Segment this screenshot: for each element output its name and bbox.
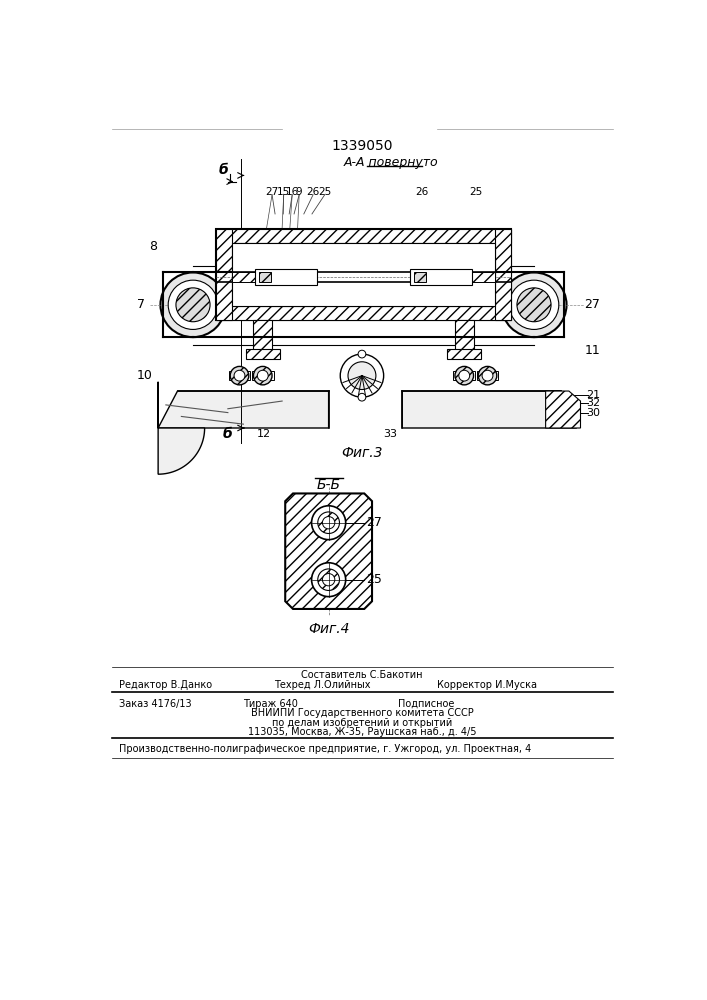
Text: 25: 25 xyxy=(366,573,382,586)
Circle shape xyxy=(340,354,384,397)
Text: Фиг.3: Фиг.3 xyxy=(341,446,382,460)
Polygon shape xyxy=(546,391,580,428)
Text: 27: 27 xyxy=(265,187,279,197)
Circle shape xyxy=(322,574,335,586)
Text: 8: 8 xyxy=(148,240,157,253)
Circle shape xyxy=(358,393,366,401)
Text: 27: 27 xyxy=(366,516,382,529)
Circle shape xyxy=(312,506,346,540)
Text: 25: 25 xyxy=(469,187,482,197)
Text: 1339050: 1339050 xyxy=(331,139,392,153)
Text: Производственно-полиграфическое предприятие, г. Ужгород, ул. Проектная, 4: Производственно-полиграфическое предприя… xyxy=(119,744,532,754)
Circle shape xyxy=(257,370,268,381)
Bar xyxy=(414,272,426,282)
Bar xyxy=(246,349,280,359)
Circle shape xyxy=(517,288,551,322)
Text: Фиг.4: Фиг.4 xyxy=(308,622,349,636)
Bar xyxy=(410,269,472,285)
Bar xyxy=(232,272,255,282)
Text: 11: 11 xyxy=(584,344,600,358)
Bar xyxy=(216,306,510,320)
Circle shape xyxy=(168,280,218,329)
Text: 16: 16 xyxy=(286,187,299,197)
Bar xyxy=(259,272,271,282)
Text: Заказ 4176/13: Заказ 4176/13 xyxy=(119,699,192,709)
Circle shape xyxy=(509,280,559,329)
Circle shape xyxy=(501,272,566,337)
Text: 7: 7 xyxy=(137,298,145,311)
Text: Редактор В.Данко: Редактор В.Данко xyxy=(119,680,213,690)
Circle shape xyxy=(348,362,376,389)
Text: 33: 33 xyxy=(384,429,397,439)
Text: 10: 10 xyxy=(136,369,152,382)
Circle shape xyxy=(317,512,339,533)
Circle shape xyxy=(317,569,339,590)
Text: 27: 27 xyxy=(584,298,600,311)
Bar xyxy=(453,371,475,380)
Text: Подписное: Подписное xyxy=(398,699,455,709)
Text: по делам изобретений и открытий: по делам изобретений и открытий xyxy=(271,718,452,728)
Circle shape xyxy=(160,272,226,337)
Text: б: б xyxy=(223,427,233,441)
Circle shape xyxy=(478,366,497,385)
Polygon shape xyxy=(158,391,329,428)
Bar xyxy=(253,320,272,351)
Bar xyxy=(255,269,317,285)
Text: Техред Л.Олийных: Техред Л.Олийных xyxy=(274,680,371,690)
Circle shape xyxy=(230,366,249,385)
Circle shape xyxy=(459,370,469,381)
Bar xyxy=(455,320,474,351)
Circle shape xyxy=(482,370,493,381)
Bar xyxy=(477,371,498,380)
Text: 25: 25 xyxy=(318,187,332,197)
Bar xyxy=(252,371,274,380)
Text: 12: 12 xyxy=(257,429,271,439)
Text: 30: 30 xyxy=(587,408,601,418)
Text: Тираж 640: Тираж 640 xyxy=(243,699,298,709)
Bar xyxy=(448,349,481,359)
Polygon shape xyxy=(402,391,577,428)
Circle shape xyxy=(312,563,346,597)
Circle shape xyxy=(358,350,366,358)
Bar xyxy=(495,229,510,320)
Bar xyxy=(228,371,250,380)
Circle shape xyxy=(234,370,245,381)
Circle shape xyxy=(176,288,210,322)
Polygon shape xyxy=(285,493,372,609)
Text: ВНИИПИ Государственного комитета СССР: ВНИИПИ Государственного комитета СССР xyxy=(250,708,473,718)
Text: Корректор И.Муска: Корректор И.Муска xyxy=(437,680,537,690)
Polygon shape xyxy=(158,382,204,474)
Text: 15: 15 xyxy=(277,187,291,197)
Bar xyxy=(216,229,510,243)
Circle shape xyxy=(253,366,272,385)
Text: б: б xyxy=(219,163,229,177)
Circle shape xyxy=(455,366,474,385)
Bar xyxy=(232,243,495,306)
Text: 113035, Москва, Ж-35, Раушская наб., д. 4/5: 113035, Москва, Ж-35, Раушская наб., д. … xyxy=(247,727,477,737)
Text: 9: 9 xyxy=(296,187,303,197)
Text: 32: 32 xyxy=(587,398,601,408)
Bar xyxy=(216,229,232,320)
Text: А-А повернуто: А-А повернуто xyxy=(344,156,438,169)
Circle shape xyxy=(322,517,335,529)
Bar xyxy=(216,229,510,320)
Text: Составитель С.Бакотин: Составитель С.Бакотин xyxy=(301,670,423,680)
Text: 26: 26 xyxy=(415,187,428,197)
Text: 21: 21 xyxy=(587,390,601,400)
Text: 26: 26 xyxy=(307,187,320,197)
Bar xyxy=(472,272,495,282)
Text: Б-Б: Б-Б xyxy=(317,478,341,492)
